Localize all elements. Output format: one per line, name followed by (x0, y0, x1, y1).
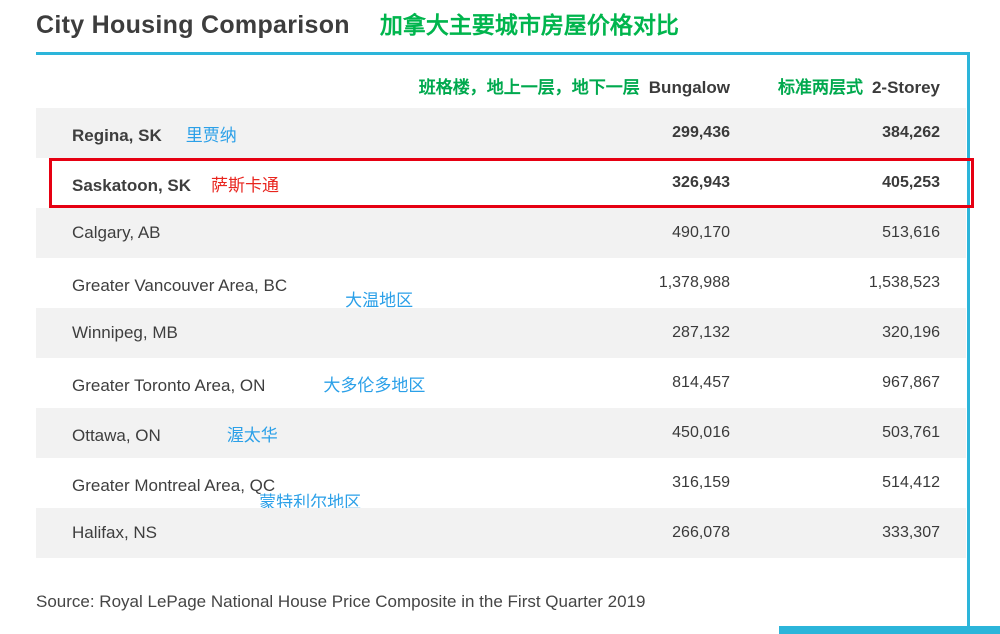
title-english: City Housing Comparison (36, 11, 350, 39)
city-name: Greater Vancouver Area, BC (72, 275, 288, 295)
housing-table: 班格楼，地上一层，地下一层 Bungalow 标准两层式 2-Storey Regi… (36, 60, 974, 558)
bungalow-value: 299,436 (672, 124, 730, 141)
page-title: City Housing Comparison 加拿大主要城市房屋价格对比 (36, 6, 679, 40)
header-bungalow-chinese: 班格楼，地上一层，地下一层 (418, 78, 640, 97)
accent-bar-bottom (779, 626, 1000, 634)
accent-line-top (36, 52, 970, 55)
city-name: Halifax, NS (72, 523, 158, 542)
city-cell: Ottawa, ON 渥太华 (72, 421, 520, 446)
bungalow-value: 266,078 (672, 524, 730, 541)
header-bungalow: 班格楼，地上一层，地下一层 Bungalow (419, 73, 730, 98)
two-storey-value: 503,761 (882, 424, 940, 441)
bungalow-value: 490,170 (672, 224, 730, 241)
table-row: Greater Vancouver Area, BC 大温地区 1,378,988 1… (36, 258, 966, 310)
source-note: Source: Royal LePage National House Pric… (36, 592, 646, 611)
city-annotation: 渥太华 (226, 425, 278, 445)
city-annotation: 大多伦多地区 (323, 375, 426, 395)
table-row: Ottawa, ON 渥太华 450,016 503,761 (36, 408, 966, 458)
city-name: Calgary, AB (72, 223, 161, 242)
two-storey-value: 320,196 (882, 324, 940, 341)
city-cell: Calgary, AB (72, 223, 520, 243)
city-name: Regina, SK (72, 125, 162, 145)
city-name: Greater Toronto Area, ON (72, 375, 266, 395)
two-storey-value: 514,412 (882, 474, 940, 491)
header-two-storey-english: 2-Storey (871, 78, 940, 97)
city-cell: Halifax, NS (72, 523, 520, 543)
city-cell: Greater Toronto Area, ON 大多伦多地区 (72, 371, 520, 396)
city-name: Greater Montreal Area, QC (72, 475, 276, 495)
city-cell: Saskatoon, SK 萨斯卡通 (72, 171, 520, 196)
city-annotation: 大温地区 (345, 290, 414, 310)
city-annotation: 萨斯卡通 (211, 175, 280, 195)
two-storey-value: 405,253 (882, 174, 940, 191)
bungalow-value: 450,016 (672, 424, 730, 441)
table-header: 班格楼，地上一层，地下一层 Bungalow 标准两层式 2-Storey (36, 60, 966, 108)
two-storey-value: 333,307 (882, 524, 940, 541)
header-bungalow-english: Bungalow (648, 78, 730, 97)
header-two-storey: 标准两层式 2-Storey (778, 73, 940, 98)
city-cell: Greater Vancouver Area, BC 大温地区 (72, 271, 520, 310)
two-storey-value: 967,867 (882, 374, 940, 391)
table-row: Greater Montreal Area, QC蒙特利尔地区 316,159 51… (36, 458, 966, 512)
two-storey-value: 384,262 (882, 124, 940, 141)
table-body: Regina, SK 里贾纳 299,436 384,262 Saskatoon, SK… (36, 108, 974, 558)
city-cell: Regina, SK 里贾纳 (72, 121, 520, 146)
bungalow-value: 1,378,988 (658, 274, 730, 291)
bungalow-value: 316,159 (672, 474, 730, 491)
table-row: Halifax, NS 266,078 333,307 (36, 508, 966, 558)
city-cell: Greater Montreal Area, QC蒙特利尔地区 (72, 471, 520, 512)
city-cell: Winnipeg, MB (72, 323, 520, 343)
two-storey-value: 1,538,523 (868, 274, 940, 291)
city-name: Winnipeg, MB (72, 323, 178, 342)
table-row: Winnipeg, MB 287,132 320,196 (36, 308, 966, 358)
bungalow-value: 814,457 (672, 374, 730, 391)
bungalow-value: 287,132 (672, 324, 730, 341)
city-annotation: 蒙特利尔地区 (259, 492, 362, 512)
city-name: Saskatoon, SK (72, 175, 192, 195)
table-row: Regina, SK 里贾纳 299,436 384,262 (36, 108, 966, 158)
table-row: Greater Toronto Area, ON 大多伦多地区 814,457 967… (36, 358, 966, 408)
table-row: Saskatoon, SK 萨斯卡通 326,943 405,253 (36, 158, 974, 208)
two-storey-value: 513,616 (882, 224, 940, 241)
table-row: Calgary, AB 490,170 513,616 (36, 208, 966, 258)
city-name: Ottawa, ON (72, 425, 161, 445)
title-chinese: 加拿大主要城市房屋价格对比 (379, 12, 679, 38)
bungalow-value: 326,943 (672, 174, 730, 191)
city-annotation: 里贾纳 (185, 125, 237, 145)
accent-line-right (967, 52, 970, 634)
header-two-storey-chinese: 标准两层式 (777, 78, 863, 97)
